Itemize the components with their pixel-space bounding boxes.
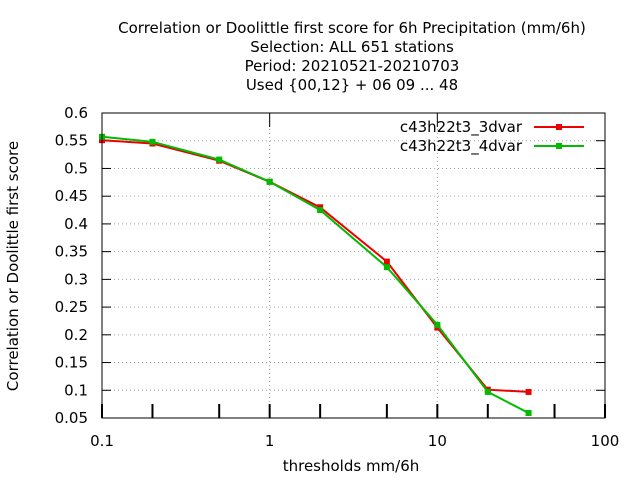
x-tick-label: 1 <box>265 432 275 450</box>
y-tick-label: 0.4 <box>64 215 88 233</box>
x-tick-label: 100 <box>591 432 620 450</box>
y-tick-label: 0.25 <box>55 298 88 316</box>
plot-frame <box>101 112 606 419</box>
y-tick-label: 0.3 <box>64 270 88 288</box>
data-point <box>525 410 532 417</box>
data-point <box>149 138 156 145</box>
grid-layer <box>102 113 605 418</box>
series-line <box>101 139 529 393</box>
x-tick-label: 10 <box>428 432 447 450</box>
series-line <box>101 135 530 414</box>
chart-title-line: Period: 20210521-20210703 <box>245 57 460 75</box>
chart-title-line: Used {00,12} + 06 09 ... 48 <box>246 76 458 94</box>
data-point <box>266 178 273 185</box>
x-tick-label: 0.1 <box>90 432 114 450</box>
chart-title-line: Correlation or Doolittle first score for… <box>118 19 586 37</box>
x-axis-label: thresholds mm/6h <box>283 457 420 475</box>
data-point <box>383 264 390 271</box>
data-point <box>216 156 223 163</box>
title-layer: Correlation or Doolittle first score for… <box>118 19 586 94</box>
y-tick-label: 0.6 <box>64 104 88 122</box>
chart-title-line: Selection: ALL 651 stations <box>250 38 454 56</box>
y-tick-label: 0.5 <box>64 159 88 177</box>
y-tick-label: 0.15 <box>55 354 88 372</box>
y-tick-label: 0.45 <box>55 187 88 205</box>
y-tick-label: 0.35 <box>55 243 88 261</box>
legend-label: c43h22t3_3dvar <box>400 118 523 137</box>
legend-marker <box>556 143 562 149</box>
y-axis-label: Correlation or Doolittle first score <box>4 141 22 391</box>
legend-marker <box>556 124 562 130</box>
y-tick-label: 0.2 <box>64 326 88 344</box>
y-tick-label: 0.55 <box>55 132 88 150</box>
y-tick-label: 0.1 <box>64 381 88 399</box>
data-point <box>525 388 532 395</box>
y-tick-label: 0.05 <box>55 409 88 427</box>
data-point <box>484 388 491 395</box>
axis-layer: 0.050.10.150.20.250.30.350.40.450.50.550… <box>55 104 620 450</box>
data-point <box>383 258 390 265</box>
data-point <box>434 321 441 328</box>
data-point <box>317 207 324 214</box>
legend-label: c43h22t3_4dvar <box>400 137 523 156</box>
series-layer <box>99 133 532 417</box>
